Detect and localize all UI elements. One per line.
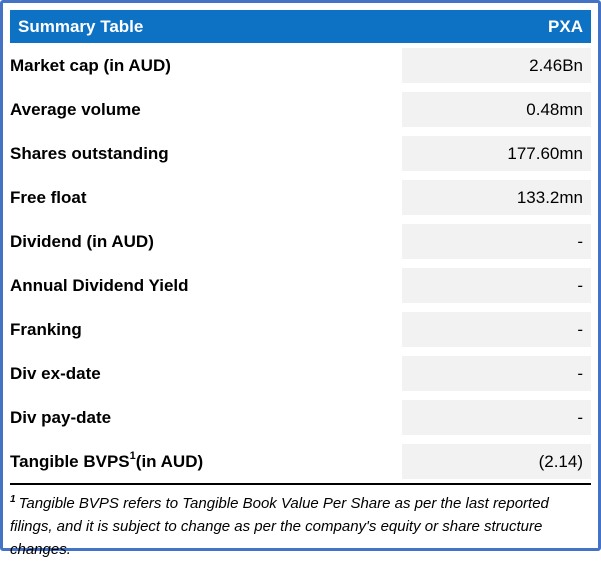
row-label-text: Market cap (in AUD)	[10, 55, 171, 75]
table-row: Shares outstanding 177.60mn	[10, 136, 591, 171]
row-label-text: Tangible BVPS	[10, 451, 130, 471]
row-label-text: Annual Dividend Yield	[10, 275, 189, 295]
row-label: Franking	[10, 312, 402, 347]
table-row: Market cap (in AUD) 2.46Bn	[10, 48, 591, 83]
row-label: Market cap (in AUD)	[10, 48, 402, 83]
table-row: Div pay-date -	[10, 400, 591, 435]
row-value: -	[402, 312, 591, 347]
table-row: Div ex-date -	[10, 356, 591, 391]
footnote-superscript: 1	[10, 494, 16, 505]
row-value: 177.60mn	[402, 136, 591, 171]
footnote: 1 Tangible BVPS refers to Tangible Book V…	[10, 485, 591, 561]
row-label-superscript: 1	[129, 450, 136, 462]
table-row: Free float 133.2mn	[10, 180, 591, 215]
row-value: 2.46Bn	[402, 48, 591, 83]
row-value: -	[402, 268, 591, 303]
row-label-text: Average volume	[10, 99, 141, 119]
row-label-text: Franking	[10, 319, 82, 339]
row-label-text: Dividend (in AUD)	[10, 231, 154, 251]
table-row: Annual Dividend Yield -	[10, 268, 591, 303]
row-label-text: Div pay-date	[10, 407, 112, 427]
row-label: Average volume	[10, 92, 402, 127]
row-label-text: Free float	[10, 187, 87, 207]
row-label-suffix: (in AUD)	[135, 451, 204, 471]
row-label-text: Shares outstanding	[10, 143, 169, 163]
row-label: Annual Dividend Yield	[10, 268, 402, 303]
row-label-text: Div ex-date	[10, 363, 101, 383]
row-label: Div ex-date	[10, 356, 402, 391]
row-value: -	[402, 356, 591, 391]
table-row: Franking -	[10, 312, 591, 347]
row-value: (2.14)	[402, 444, 591, 479]
table-row: Dividend (in AUD) -	[10, 224, 591, 259]
table-row: Average volume 0.48mn	[10, 92, 591, 127]
table-body: Market cap (in AUD) 2.46Bn Average volum…	[10, 48, 591, 479]
row-value: 0.48mn	[402, 92, 591, 127]
row-label: Tangible BVPS 1 (in AUD)	[10, 444, 402, 479]
table-header: Summary Table PXA	[10, 10, 591, 43]
row-label: Free float	[10, 180, 402, 215]
table-title: Summary Table	[18, 16, 144, 36]
row-value: -	[402, 400, 591, 435]
footnote-text: Tangible BVPS refers to Tangible Book Va…	[10, 495, 549, 558]
ticker-label: PXA	[548, 16, 583, 36]
table-row: Tangible BVPS 1 (in AUD) (2.14)	[10, 444, 591, 479]
row-value: 133.2mn	[402, 180, 591, 215]
row-label: Dividend (in AUD)	[10, 224, 402, 259]
row-label: Shares outstanding	[10, 136, 402, 171]
footnote-divider	[10, 483, 591, 485]
row-value: -	[402, 224, 591, 259]
row-label: Div pay-date	[10, 400, 402, 435]
